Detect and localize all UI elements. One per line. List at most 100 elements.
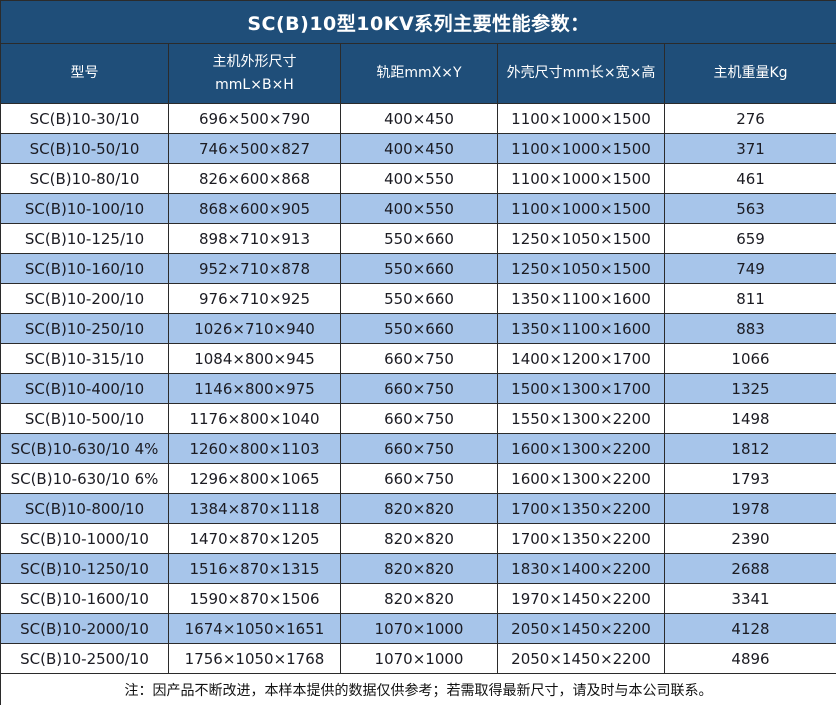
col-header-host-dimensions-unit: mmL×B×H [215, 76, 294, 93]
cell-host-dimensions: 1756×1050×1768 [168, 643, 341, 674]
cell-host-dimensions: 1516×870×1315 [168, 553, 341, 584]
cell-weight: 2390 [663, 523, 836, 554]
cell-weight: 563 [663, 193, 836, 224]
table-row: SC(B)10-200/10 976×710×925 550×660 1350×110… [0, 283, 836, 314]
col-header-enclosure-size: 外壳尺寸mm长×宽×高 [497, 43, 665, 104]
cell-enclosure-size: 1100×1000×1500 [497, 133, 665, 164]
cell-rail-gauge: 1070×1000 [340, 613, 498, 644]
cell-weight: 1066 [663, 343, 836, 374]
table-row: SC(B)10-125/10 898×710×913 550×660 1250×105… [0, 223, 836, 254]
cell-enclosure-size: 1700×1350×2200 [497, 493, 665, 524]
cell-weight: 4128 [663, 613, 836, 644]
cell-model: SC(B)10-125/10 [0, 223, 169, 254]
table-row: SC(B)10-50/10 746×500×827 400×450 1100×1000… [0, 133, 836, 164]
cell-enclosure-size: 1250×1050×1500 [497, 223, 665, 254]
cell-host-dimensions: 826×600×868 [168, 163, 341, 194]
cell-rail-gauge: 1070×1000 [340, 643, 498, 674]
cell-enclosure-size: 1100×1000×1500 [497, 163, 665, 194]
cell-enclosure-size: 1830×1400×2200 [497, 553, 665, 584]
cell-model: SC(B)10-315/10 [0, 343, 169, 374]
cell-enclosure-size: 2050×1450×2200 [497, 643, 665, 674]
cell-host-dimensions: 1674×1050×1651 [168, 613, 341, 644]
cell-weight: 4896 [663, 643, 836, 674]
table-row: SC(B)10-1000/10 1470×870×1205 820×820 1700×… [0, 523, 836, 554]
cell-weight: 1793 [663, 463, 836, 494]
cell-weight: 1498 [663, 403, 836, 434]
cell-host-dimensions: 1026×710×940 [168, 313, 341, 344]
cell-host-dimensions: 1176×800×1040 [168, 403, 341, 434]
cell-enclosure-size: 1700×1350×2200 [497, 523, 665, 554]
cell-model: SC(B)10-100/10 [0, 193, 169, 224]
col-header-model-label: 型号 [70, 65, 99, 82]
footer-row: 注：因产品不断改进，本样本提供的数据仅供参考；若需取得最新尺寸，请及时与本公司联… [0, 673, 836, 705]
page-title: SC(B)10型10KV系列主要性能参数： [0, 0, 836, 44]
cell-enclosure-size: 1400×1200×1700 [497, 343, 665, 374]
table-row: SC(B)10-800/10 1384×870×1118 820×820 1700×1… [0, 493, 836, 524]
cell-model: SC(B)10-50/10 [0, 133, 169, 164]
table-row: SC(B)10-250/10 1026×710×940 550×660 1350×11… [0, 313, 836, 344]
cell-rail-gauge: 400×450 [340, 133, 498, 164]
table-row: SC(B)10-100/10 868×600×905 400×550 1100×100… [0, 193, 836, 224]
cell-enclosure-size: 1100×1000×1500 [497, 193, 665, 224]
cell-model: SC(B)10-800/10 [0, 493, 169, 524]
cell-rail-gauge: 400×550 [340, 163, 498, 194]
cell-model: SC(B)10-500/10 [0, 403, 169, 434]
table-row: SC(B)10-160/10 952×710×878 550×660 1250×105… [0, 253, 836, 284]
table-row: SC(B)10-315/10 1084×800×945 660×750 1400×12… [0, 343, 836, 374]
cell-weight: 276 [663, 103, 836, 134]
cell-host-dimensions: 1384×870×1118 [168, 493, 341, 524]
cell-rail-gauge: 550×660 [340, 313, 498, 344]
cell-model: SC(B)10-250/10 [0, 313, 169, 344]
cell-host-dimensions: 1296×800×1065 [168, 463, 341, 494]
cell-model: SC(B)10-1000/10 [0, 523, 169, 554]
cell-rail-gauge: 820×820 [340, 493, 498, 524]
col-header-host-dimensions: 主机外形尺寸 mmL×B×H [168, 43, 341, 104]
cell-rail-gauge: 660×750 [340, 463, 498, 494]
cell-host-dimensions: 1084×800×945 [168, 343, 341, 374]
table-row: SC(B)10-1600/10 1590×870×1506 820×820 1970×… [0, 583, 836, 614]
cell-model: SC(B)10-630/10 4% [0, 433, 169, 464]
cell-model: SC(B)10-630/10 6% [0, 463, 169, 494]
cell-model: SC(B)10-1600/10 [0, 583, 169, 614]
cell-host-dimensions: 898×710×913 [168, 223, 341, 254]
cell-model: SC(B)10-400/10 [0, 373, 169, 404]
cell-enclosure-size: 1600×1300×2200 [497, 463, 665, 494]
header-row: 型号 主机外形尺寸 mmL×B×H 轨距mmX×Y 外壳尺寸mm长×宽×高 主机… [0, 43, 836, 104]
table-row: SC(B)10-630/10 6% 1296×800×1065 660×750 160… [0, 463, 836, 494]
cell-enclosure-size: 1350×1100×1600 [497, 283, 665, 314]
cell-enclosure-size: 1250×1050×1500 [497, 253, 665, 284]
cell-host-dimensions: 1146×800×975 [168, 373, 341, 404]
cell-rail-gauge: 550×660 [340, 253, 498, 284]
col-header-rail-gauge-label: 轨距mmX×Y [376, 65, 462, 82]
cell-weight: 371 [663, 133, 836, 164]
cell-rail-gauge: 550×660 [340, 223, 498, 254]
cell-enclosure-size: 1600×1300×2200 [497, 433, 665, 464]
cell-weight: 883 [663, 313, 836, 344]
cell-weight: 461 [663, 163, 836, 194]
cell-rail-gauge: 660×750 [340, 373, 498, 404]
cell-enclosure-size: 1970×1450×2200 [497, 583, 665, 614]
table-row: SC(B)10-2000/10 1674×1050×1651 1070×1000 20… [0, 613, 836, 644]
cell-model: SC(B)10-200/10 [0, 283, 169, 314]
cell-rail-gauge: 400×550 [340, 193, 498, 224]
cell-enclosure-size: 1350×1100×1600 [497, 313, 665, 344]
cell-rail-gauge: 550×660 [340, 283, 498, 314]
table-row: SC(B)10-630/10 4% 1260×800×1103 660×750 160… [0, 433, 836, 464]
cell-rail-gauge: 820×820 [340, 583, 498, 614]
cell-enclosure-size: 1550×1300×2200 [497, 403, 665, 434]
cell-model: SC(B)10-1250/10 [0, 553, 169, 584]
cell-weight: 749 [663, 253, 836, 284]
cell-enclosure-size: 1100×1000×1500 [497, 103, 665, 134]
cell-weight: 659 [663, 223, 836, 254]
col-header-weight-label: 主机重量Kg [713, 65, 788, 82]
cell-weight: 1325 [663, 373, 836, 404]
table-row: SC(B)10-1250/10 1516×870×1315 820×820 1830×… [0, 553, 836, 584]
cell-rail-gauge: 820×820 [340, 523, 498, 554]
cell-enclosure-size: 2050×1450×2200 [497, 613, 665, 644]
col-header-weight: 主机重量Kg [663, 43, 836, 104]
cell-rail-gauge: 660×750 [340, 343, 498, 374]
cell-enclosure-size: 1500×1300×1700 [497, 373, 665, 404]
cell-host-dimensions: 696×500×790 [168, 103, 341, 134]
cell-weight: 1978 [663, 493, 836, 524]
